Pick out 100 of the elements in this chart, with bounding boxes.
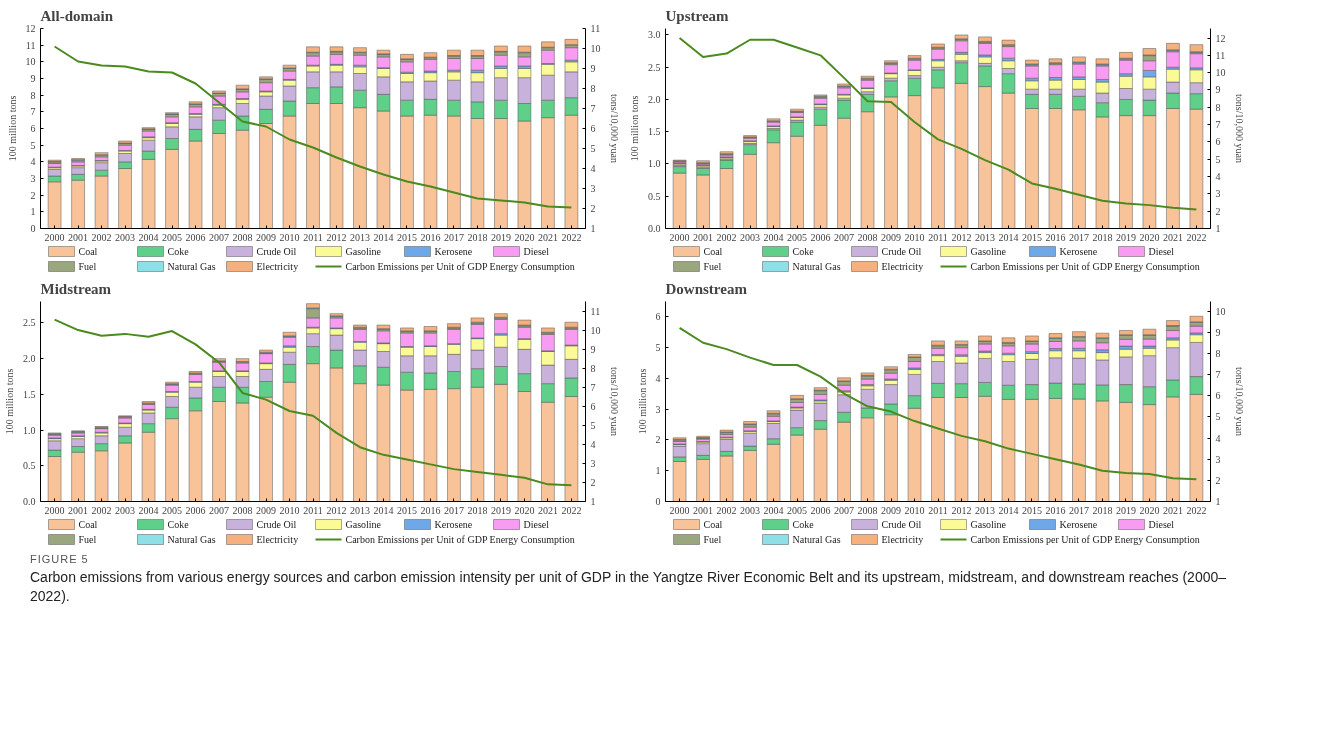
y-tick-label: 2.5 [23, 317, 36, 329]
legend-label: Coal [78, 246, 98, 257]
x-tick-label: 2010 [904, 231, 925, 243]
x-tick-label: 2012 [326, 504, 347, 516]
legend-label: Coal [703, 519, 723, 530]
x-tick-label: 2012 [951, 231, 972, 243]
y2-tick-label: 4 [590, 438, 596, 450]
y-axis-title: 100 million tons [629, 95, 640, 162]
y-tick-label: 2 [655, 434, 661, 446]
x-tick-label: 2013 [349, 231, 370, 243]
x-tick-label: 2018 [467, 231, 488, 243]
y-tick-label: 1 [655, 465, 661, 477]
x-tick-label: 2016 [1045, 231, 1066, 243]
x-tick-label: 2006 [185, 231, 206, 243]
x-tick-label: 2012 [951, 504, 972, 516]
x-tick-label: 2005 [162, 504, 183, 516]
legend-label: Diesel [1148, 519, 1175, 530]
y-tick-label: 0.0 [648, 223, 661, 234]
y-tick-label: 2.0 [648, 93, 661, 105]
y2-tick-label: 11 [1215, 49, 1226, 61]
legend-label: Crude Oil [881, 246, 922, 257]
y2-tick-label: 11 [590, 305, 601, 317]
x-tick-label: 2006 [810, 504, 831, 516]
x-tick-label: 2010 [279, 504, 300, 516]
x-tick-label: 2015 [1021, 504, 1042, 516]
x-tick-label: 2008 [857, 504, 878, 516]
x-tick-label: 2011 [928, 231, 948, 243]
x-tick-label: 2021 [1162, 504, 1183, 516]
y2-tick-label: 3 [590, 183, 596, 194]
x-tick-label: 2014 [373, 504, 394, 516]
y2-tick-label: 3 [1215, 188, 1221, 200]
y-tick-label: 2.0 [23, 353, 36, 365]
y2-tick-label: 11 [590, 23, 601, 34]
x-tick-label: 2020 [1139, 504, 1160, 516]
y2-axis-title: tons/10,000 yuan [1233, 367, 1245, 436]
x-tick-label: 2007 [209, 231, 230, 243]
y2-tick-label: 12 [1215, 32, 1226, 44]
x-tick-label: 2022 [1186, 231, 1207, 243]
x-tick-label: 2003 [115, 504, 136, 516]
x-tick-label: 2011 [928, 504, 948, 516]
legend-label: Electricity [256, 261, 299, 272]
x-tick-label: 2016 [420, 504, 441, 516]
y2-tick-label: 4 [1215, 432, 1221, 444]
x-tick-label: 2002 [91, 504, 112, 516]
x-tick-label: 2004 [763, 504, 784, 516]
x-tick-label: 2011 [303, 504, 323, 516]
x-tick-label: 2005 [787, 231, 808, 243]
legend-label: Crude Oil [256, 246, 297, 257]
y2-tick-label: 6 [1215, 390, 1221, 402]
text: Carbon emissions from various energy sources and carbon emission intensity per unit of GDP in the Yangtze River Economic Belt and its upstream, midstream, and downstream reaches (2000–2022). [30, 567, 1228, 606]
y-tick-label: 11 [25, 39, 36, 51]
legend-label: Kerosene [434, 246, 473, 257]
x-tick-label: 2021 [1162, 231, 1183, 243]
y2-tick-label: 6 [590, 400, 596, 412]
y-tick-label: 3 [655, 403, 661, 415]
y-tick-label: 4 [30, 156, 36, 168]
x-tick-label: 2017 [443, 504, 464, 516]
y2-tick-label: 10 [590, 43, 601, 54]
x-tick-label: 2014 [998, 504, 1019, 516]
legend-label: Electricity [881, 261, 924, 272]
y-tick-label: 3 [30, 173, 36, 184]
y-tick-label: 1 [30, 206, 36, 218]
chart-title: Upstream [665, 7, 730, 24]
y2-tick-label: 9 [1215, 84, 1221, 96]
x-tick-label: 2019 [1115, 504, 1136, 516]
y-axis-title: 100 million tons [4, 368, 15, 435]
x-tick-label: 2017 [1068, 504, 1089, 516]
y-tick-label: 4 [655, 372, 661, 384]
y-tick-label: 1.5 [23, 388, 36, 400]
y-tick-label: 12 [25, 23, 36, 34]
y2-tick-label: 6 [590, 123, 596, 134]
y-axis-title: 100 million tons [6, 95, 18, 162]
legend-label: Gasoline [970, 519, 1007, 530]
legend-label: Natural Gas [167, 261, 216, 272]
legend-label: Carbon Emissions per Unit of GDP Energy Consumption [345, 534, 575, 545]
y2-tick-label: 4 [590, 163, 596, 174]
y-tick-label: 9 [30, 73, 36, 84]
y2-tick-label: 9 [1215, 326, 1221, 338]
x-tick-label: 2001 [68, 504, 89, 516]
y2-tick-label: 8 [590, 362, 596, 374]
x-tick-label: 2009 [881, 504, 902, 516]
x-tick-label: 2007 [209, 504, 230, 516]
y2-tick-label: 9 [590, 343, 596, 355]
x-tick-label: 2000 [44, 231, 65, 243]
x-tick-label: 2016 [420, 231, 441, 243]
legend-label: Kerosene [1059, 519, 1098, 530]
legend-label: Carbon Emissions per Unit of GDP Energy Consumption [345, 261, 575, 272]
x-tick-label: 2022 [561, 231, 582, 243]
y-tick-label: 8 [30, 89, 36, 101]
y-tick-label: 1.0 [648, 158, 661, 170]
x-tick-label: 2019 [490, 504, 511, 516]
legend-label: Kerosene [434, 519, 473, 530]
y-tick-label: 0.5 [648, 190, 661, 202]
legend-label: Crude Oil [881, 519, 922, 530]
y2-tick-label: 9 [590, 63, 596, 74]
x-tick-label: 2014 [373, 231, 394, 243]
x-tick-label: 2019 [1115, 231, 1136, 243]
x-tick-label: 2012 [326, 231, 347, 243]
y-axis-title: 100 million tons [636, 368, 648, 435]
y2-tick-label: 2 [1215, 205, 1221, 217]
